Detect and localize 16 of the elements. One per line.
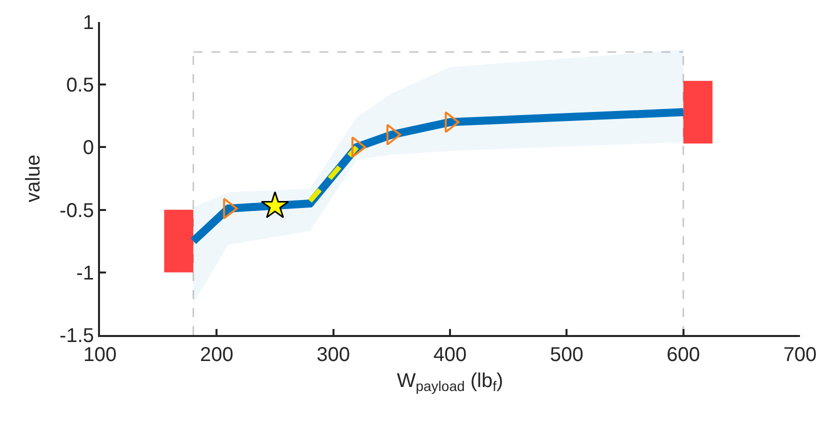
y-tick-label: 0.5 xyxy=(66,74,94,97)
x-tick-label: 100 xyxy=(83,344,117,366)
x-axis-title: W$_{payload}$ (lb$_{f}$) xyxy=(396,370,504,394)
point xyxy=(386,124,402,146)
x-tick-label: 200 xyxy=(200,344,234,366)
y-axis-title: value xyxy=(22,154,45,202)
x-tick-label: 400 xyxy=(433,344,467,366)
x-tick-label: 300 xyxy=(316,344,350,366)
y-tick-label: -1 xyxy=(76,262,94,284)
x-tick-label: 500 xyxy=(550,344,584,366)
y-tick-label: -1.5 xyxy=(60,325,94,347)
x-tick-label: 700 xyxy=(783,344,817,366)
y-tick-label: 1 xyxy=(82,12,94,34)
x-tick-label: 600 xyxy=(666,344,700,366)
y-tick-label: -0.5 xyxy=(60,200,94,222)
y-tick-label: 0 xyxy=(82,137,94,160)
